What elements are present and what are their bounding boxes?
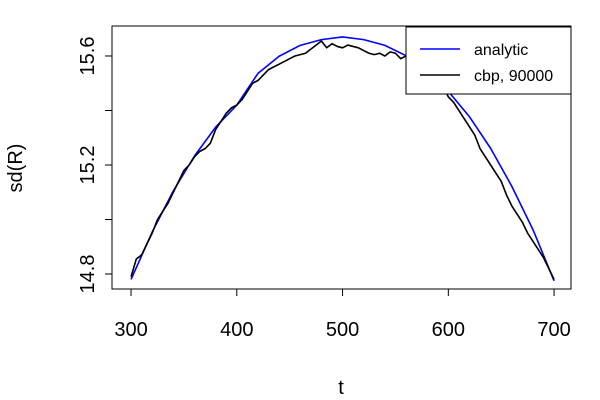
- legend: analytic cbp, 90000: [405, 26, 572, 95]
- y-axis: 14.8 15.2 15.6: [77, 37, 113, 294]
- series-line-analytic: [130, 36, 555, 282]
- x-tick-label: 300: [114, 319, 147, 341]
- y-tick-label: 14.8: [77, 255, 99, 294]
- x-axis: 300 400 500 600 700: [114, 288, 571, 341]
- y-tick-label: 15.2: [77, 146, 99, 185]
- series-layer: [130, 36, 555, 282]
- x-tick-label: 500: [326, 319, 359, 341]
- x-tick-label: 600: [432, 319, 465, 341]
- x-tick-label: 700: [537, 319, 570, 341]
- legend-label-cbp: cbp, 90000: [474, 68, 553, 85]
- series-line-cbp: [130, 40, 555, 280]
- y-tick-label: 15.6: [77, 37, 99, 76]
- y-axis-title: sd(R): [5, 144, 27, 193]
- x-axis-title: t: [338, 377, 344, 399]
- x-tick-label: 400: [220, 319, 253, 341]
- legend-box: [405, 26, 572, 95]
- legend-label-analytic: analytic: [474, 42, 528, 59]
